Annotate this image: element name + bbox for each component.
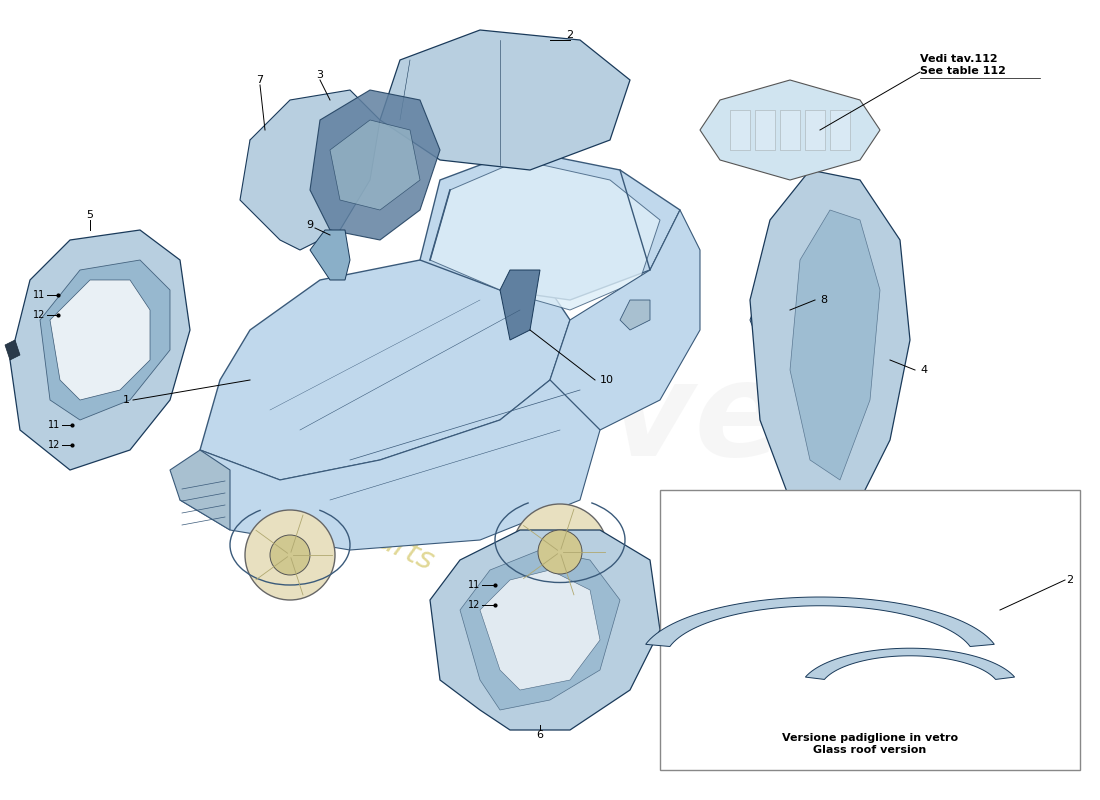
Polygon shape — [480, 570, 600, 690]
Text: 12: 12 — [468, 600, 480, 610]
Polygon shape — [430, 530, 660, 730]
Polygon shape — [750, 170, 910, 530]
Text: 12: 12 — [47, 440, 60, 450]
Polygon shape — [550, 210, 700, 430]
Text: since1985: since1985 — [438, 594, 522, 646]
Polygon shape — [250, 130, 290, 175]
Text: 2: 2 — [1066, 575, 1074, 585]
Circle shape — [245, 510, 336, 600]
Polygon shape — [430, 160, 660, 310]
Polygon shape — [755, 110, 775, 150]
Text: 4: 4 — [920, 365, 927, 375]
Polygon shape — [805, 648, 1014, 679]
Polygon shape — [700, 80, 880, 180]
Polygon shape — [780, 110, 800, 150]
Text: 1: 1 — [123, 395, 130, 405]
Polygon shape — [310, 90, 440, 240]
Polygon shape — [460, 550, 620, 710]
Polygon shape — [330, 120, 420, 210]
Polygon shape — [200, 260, 570, 480]
Text: 12: 12 — [33, 310, 45, 320]
Circle shape — [538, 530, 582, 574]
Polygon shape — [40, 260, 170, 420]
Text: 6: 6 — [537, 730, 543, 740]
Text: Vedi tav.112
See table 112: Vedi tav.112 See table 112 — [920, 54, 1005, 76]
Text: 11: 11 — [468, 580, 480, 590]
Text: 7: 7 — [256, 75, 264, 85]
Polygon shape — [10, 230, 190, 470]
Text: 9: 9 — [307, 220, 314, 230]
Text: Versione padiglione in vetro
Glass roof version: Versione padiglione in vetro Glass roof … — [782, 734, 958, 755]
Polygon shape — [620, 300, 650, 330]
Polygon shape — [750, 280, 800, 370]
Polygon shape — [730, 110, 750, 150]
Polygon shape — [180, 380, 600, 550]
Polygon shape — [420, 150, 680, 300]
Circle shape — [270, 535, 310, 575]
Text: 11: 11 — [33, 290, 45, 300]
Polygon shape — [170, 450, 230, 530]
Polygon shape — [646, 597, 994, 646]
Text: 8: 8 — [820, 295, 827, 305]
Text: 10: 10 — [600, 375, 614, 385]
Polygon shape — [379, 30, 630, 170]
Polygon shape — [790, 210, 880, 480]
Text: 3: 3 — [317, 70, 323, 80]
Polygon shape — [50, 280, 150, 400]
FancyBboxPatch shape — [660, 490, 1080, 770]
Text: 2: 2 — [566, 30, 573, 40]
Text: a passion
for parts: a passion for parts — [301, 461, 459, 579]
Polygon shape — [310, 230, 350, 280]
Circle shape — [512, 504, 608, 600]
Text: 5: 5 — [87, 210, 94, 220]
Polygon shape — [830, 110, 850, 150]
Text: elusive: elusive — [256, 357, 784, 483]
Polygon shape — [240, 90, 380, 250]
Polygon shape — [805, 110, 825, 150]
Polygon shape — [500, 270, 540, 340]
Polygon shape — [6, 340, 20, 360]
Text: 11: 11 — [47, 420, 60, 430]
